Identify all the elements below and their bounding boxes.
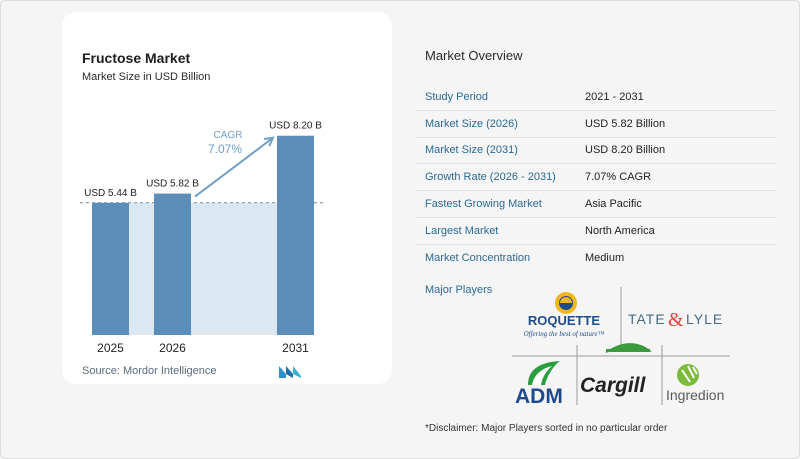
row-value: 7.07% CAGR [585, 171, 652, 184]
cagr-label: CAGR [214, 130, 243, 141]
adm-logo: ADM [515, 361, 563, 408]
source-text: Source: Mordor Intelligence [82, 365, 217, 377]
row-label: Market Concentration [425, 252, 531, 265]
ingredion-wordmark: Ingredion [666, 387, 724, 403]
tick-label-2031: 2031 [282, 341, 309, 355]
overview-row: Largest Market North America [416, 218, 776, 245]
tick-label-2026: 2026 [159, 341, 186, 355]
overview-title: Market Overview [425, 48, 523, 63]
bar-2031 [277, 135, 314, 335]
overview-row: Market Size (2031) USD 8.20 Billion [416, 138, 776, 165]
major-players-label: Major Players [425, 284, 493, 296]
cargill-logo: Cargill [580, 343, 652, 397]
mordor-intelligence-logo-icon [279, 366, 301, 378]
row-label: Fastest Growing Market [425, 198, 542, 211]
ingredion-logo: Ingredion [666, 364, 724, 403]
overview-row: Fastest Growing Market Asia Pacific [416, 191, 776, 218]
row-label: Largest Market [425, 224, 499, 237]
roquette-wordmark: ROQUETTE [528, 313, 601, 328]
tate-wordmark: TATE [628, 311, 666, 327]
cagr-arrow-head [263, 136, 275, 147]
overview-row: Market Concentration Medium [416, 245, 776, 272]
row-value: North America [585, 224, 655, 237]
cargill-wordmark: Cargill [580, 374, 647, 397]
disclaimer: *Disclaimer: Major Players sorted in no … [425, 423, 668, 434]
ampersand-mark: & [668, 309, 684, 331]
data-label-2025: USD 5.44 B [84, 188, 137, 199]
roquette-logo: ROQUETTE Offering the best of nature™ [524, 292, 605, 338]
overview-row: Growth Rate (2026 - 2031) 7.07% CAGR [416, 164, 776, 192]
row-value: USD 5.82 Billion [585, 117, 666, 130]
cagr-value: 7.07% [208, 142, 242, 156]
cagr-arrow-line [194, 136, 274, 198]
overview-table: Study Period 2021 - 2031 Market Size (202… [416, 84, 776, 272]
chart-subtitle: Market Size in USD Billion [82, 71, 211, 83]
adm-wordmark: ADM [515, 385, 563, 408]
row-value: Medium [585, 252, 625, 265]
row-label: Market Size (2031) [425, 144, 518, 157]
row-value: USD 8.20 Billion [585, 144, 666, 157]
row-label: Growth Rate (2026 - 2031) [425, 171, 556, 184]
reference-area [129, 202, 277, 335]
tick-label-2025: 2025 [97, 341, 124, 355]
data-label-2026: USD 5.82 B [146, 179, 199, 190]
row-value: Asia Pacific [585, 198, 642, 211]
data-label-2031: USD 8.20 B [269, 121, 322, 132]
chart-title: Fructose Market [82, 50, 191, 66]
bar-2025 [92, 202, 129, 335]
tate-and-lyle-logo: TATE & LYLE [628, 309, 723, 331]
lyle-wordmark: LYLE [686, 311, 723, 327]
overview-row: Market Size (2026) USD 5.82 Billion [416, 111, 776, 138]
row-value: 2021 - 2031 [585, 90, 644, 103]
row-label: Study Period [425, 90, 488, 103]
row-label: Market Size (2026) [425, 117, 518, 130]
overview-row: Study Period 2021 - 2031 [416, 84, 776, 111]
bar-2026 [154, 193, 191, 335]
roquette-tagline: Offering the best of nature™ [524, 330, 605, 338]
bar-chart: USD 5.44 B 2025 USD 5.82 B 2026 USD 8.20 B 20… [80, 121, 324, 355]
